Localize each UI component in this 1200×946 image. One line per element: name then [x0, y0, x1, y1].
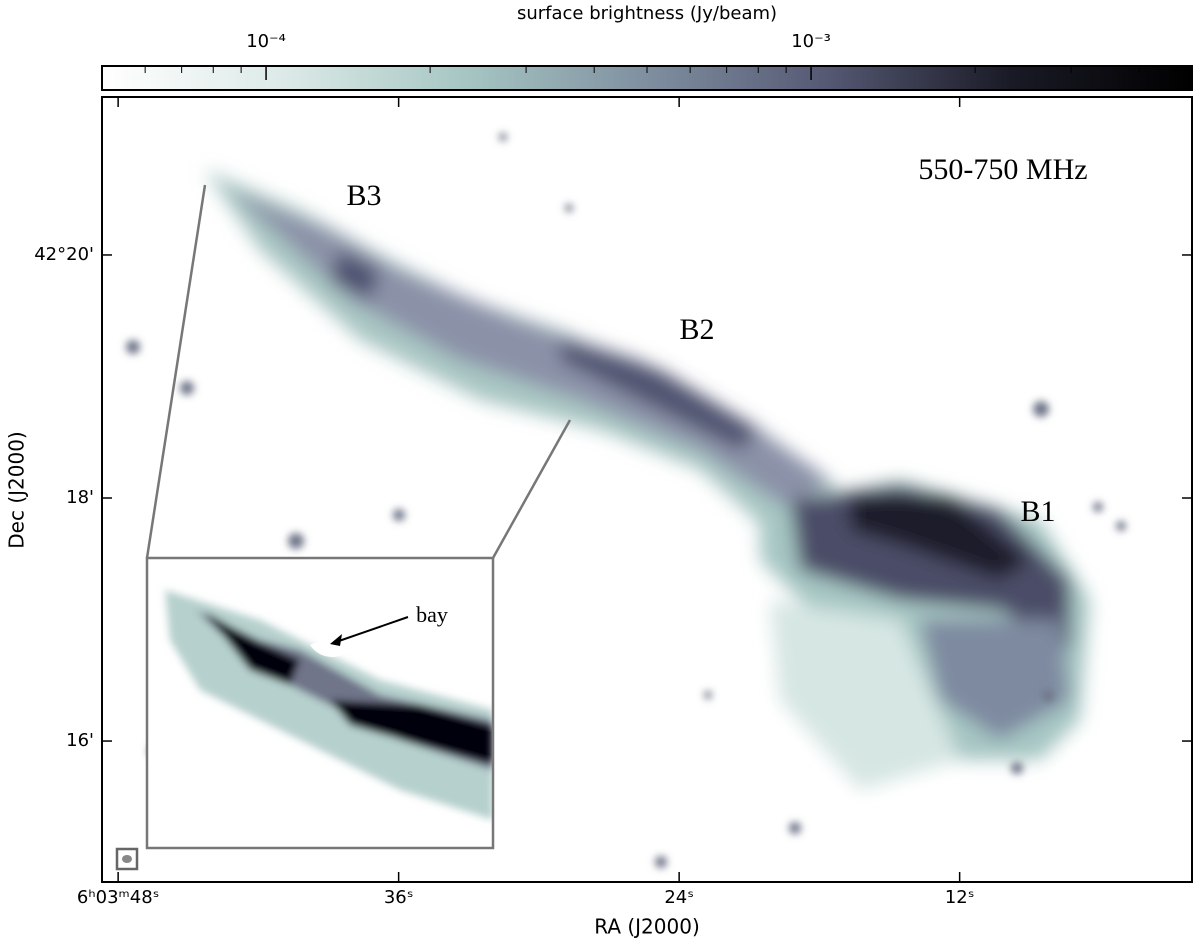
annotation: bay — [416, 602, 448, 627]
y-tick-label: 42°20' — [34, 244, 94, 265]
colorbar-label: surface brightness (Jy/beam) — [517, 3, 777, 24]
radio-image — [126, 133, 1126, 868]
y-tick-label: 18' — [66, 487, 94, 508]
x-tick-label: 6ʰ03ᵐ48ˢ — [77, 887, 159, 908]
y-tick-label: 16' — [66, 730, 94, 751]
inset-connector — [145, 184, 207, 559]
inset-image — [165, 590, 493, 820]
arrow-head — [330, 634, 342, 646]
inset-frame — [145, 556, 495, 850]
annotation: B3 — [346, 179, 381, 212]
beam — [122, 855, 132, 863]
plot-frame — [101, 96, 1193, 883]
x-tick-label: 12ˢ — [945, 887, 975, 908]
annotation: B1 — [1020, 495, 1055, 528]
x-tick-label: 24ˢ — [664, 887, 694, 908]
annotation: 550-750 MHz — [918, 153, 1087, 186]
colorbar-tick-label: 10⁻³ — [791, 31, 831, 52]
arrow — [335, 616, 409, 643]
x-tick-label: 36ˢ — [384, 887, 414, 908]
y-axis-label: Dec (J2000) — [5, 431, 29, 548]
inset-connector — [491, 419, 572, 559]
beam-box — [115, 847, 139, 871]
annotation: B2 — [679, 313, 714, 346]
colorbar-tick-label: 10⁻⁴ — [246, 31, 286, 52]
x-axis-label: RA (J2000) — [594, 915, 700, 939]
